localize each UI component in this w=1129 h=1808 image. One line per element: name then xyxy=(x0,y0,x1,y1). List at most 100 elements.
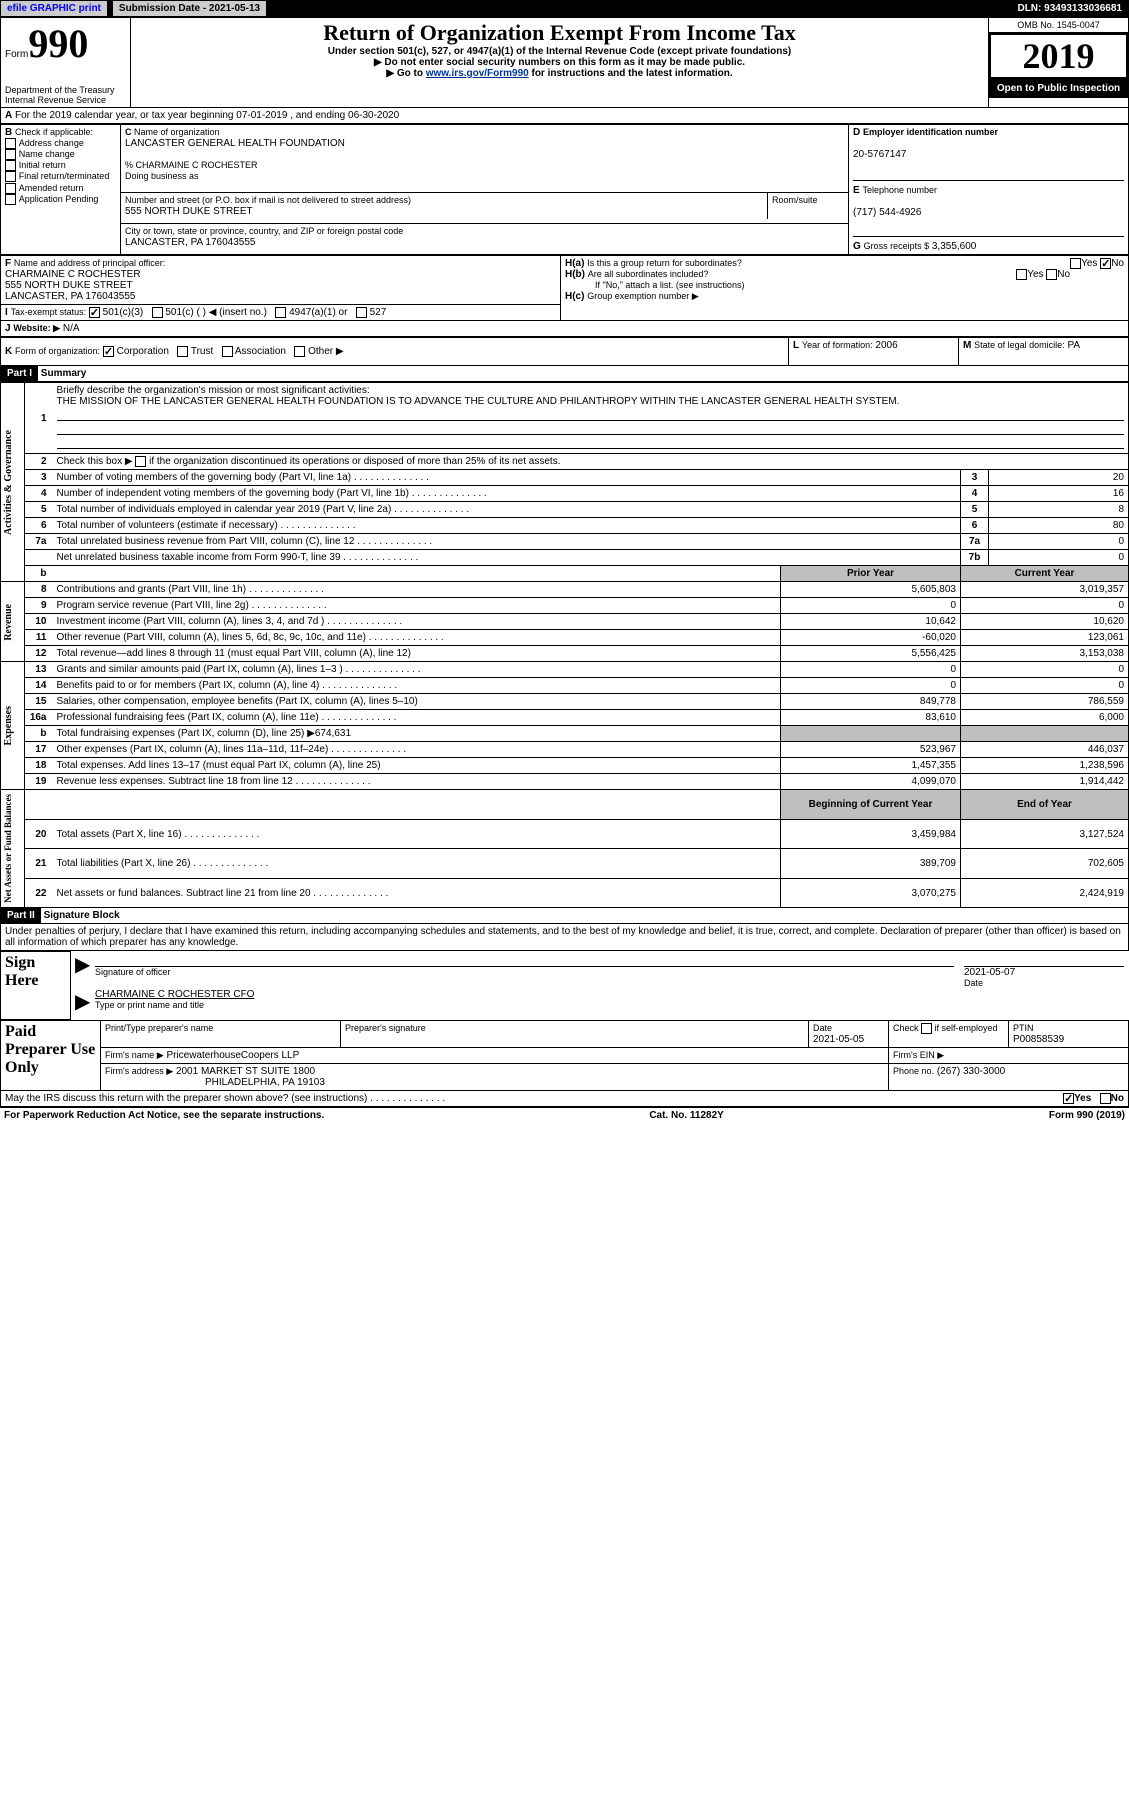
cb-ha-no[interactable] xyxy=(1100,258,1111,269)
ln8-p: 5,605,803 xyxy=(781,582,961,598)
cb-ha-yes[interactable] xyxy=(1070,258,1081,269)
cb-discuss-no[interactable] xyxy=(1100,1093,1111,1104)
ln10-c: 10,620 xyxy=(961,614,1129,630)
ln22-p: 3,070,275 xyxy=(781,878,961,907)
b-opt-4: Amended return xyxy=(19,183,84,193)
ln5-d: Total number of individuals employed in … xyxy=(53,502,961,518)
ln15-p: 849,778 xyxy=(781,694,961,710)
ln12-p: 5,556,425 xyxy=(781,646,961,662)
ln7a-d: Total unrelated business revenue from Pa… xyxy=(53,534,961,550)
na-hdr1: Beginning of Current Year xyxy=(781,790,961,819)
cb-other[interactable] xyxy=(294,346,305,357)
subtitle-1: Under section 501(c), 527, or 4947(a)(1)… xyxy=(135,46,984,57)
ln4-v: 16 xyxy=(989,486,1129,502)
b-opt-3: Final return/terminated xyxy=(19,172,110,182)
ln5-box: 5 xyxy=(961,502,989,518)
cb-final-return[interactable] xyxy=(5,171,16,182)
cb-amended-return[interactable] xyxy=(5,183,16,194)
officer-label: Name and address of principal officer: xyxy=(14,258,165,268)
section-b: B Check if applicable: Address change Na… xyxy=(1,125,121,255)
ln17-n: 17 xyxy=(25,742,53,758)
ln10-n: 10 xyxy=(25,614,53,630)
firm-ein-label: Firm's EIN ▶ xyxy=(893,1050,944,1060)
domicile-value: PA xyxy=(1067,340,1080,351)
part-ii-header: Part II Signature Block xyxy=(0,908,1129,924)
form-link[interactable]: www.irs.gov/Form990 xyxy=(426,68,529,79)
officer-addr1: 555 NORTH DUKE STREET xyxy=(5,280,133,291)
cb-discuss-yes[interactable] xyxy=(1063,1093,1074,1104)
ln22-n: 22 xyxy=(25,878,53,907)
sign-here-label: Sign Here xyxy=(1,952,71,1020)
cb-application-pending[interactable] xyxy=(5,194,16,205)
omb-number: OMB No. 1545-0047 xyxy=(989,18,1128,33)
cb-name-change[interactable] xyxy=(5,149,16,160)
ln7b-d: Net unrelated business taxable income fr… xyxy=(53,550,961,566)
ln22-d: Net assets or fund balances. Subtract li… xyxy=(53,878,781,907)
yof-label: Year of formation: xyxy=(802,340,873,350)
ln16a-d: Professional fundraising fees (Part IX, … xyxy=(53,710,781,726)
officer-sig-name: CHARMAINE C ROCHESTER CFO xyxy=(95,989,254,1000)
b-opt-0: Address change xyxy=(19,138,84,148)
cb-527[interactable] xyxy=(356,307,367,318)
b-opt-1: Name change xyxy=(19,149,75,159)
dln: DLN: 93493133036681 xyxy=(1011,1,1128,16)
website-value: N/A xyxy=(63,323,80,334)
ln8-c: 3,019,357 xyxy=(961,582,1129,598)
cb-trust[interactable] xyxy=(177,346,188,357)
cb-hb-yes[interactable] xyxy=(1016,269,1027,280)
opt-4947: 4947(a)(1) or xyxy=(289,307,347,318)
cb-assoc[interactable] xyxy=(222,346,233,357)
part-i-label: Part I xyxy=(1,366,38,381)
org-city: LANCASTER, PA 176043555 xyxy=(125,237,255,248)
prep-date-label: Date xyxy=(813,1023,832,1033)
ln16b-d: Total fundraising expenses (Part IX, col… xyxy=(53,726,781,742)
cb-hb-no[interactable] xyxy=(1046,269,1057,280)
cb-discontinued[interactable] xyxy=(135,456,146,467)
efile-link[interactable]: efile GRAPHIC print xyxy=(1,1,107,16)
ln9-n: 9 xyxy=(25,598,53,614)
firm-addr-value: 2001 MARKET ST SUITE 1800 xyxy=(176,1066,315,1077)
b-opt-2: Initial return xyxy=(19,160,66,170)
ln16a-p: 83,610 xyxy=(781,710,961,726)
mission-text: THE MISSION OF THE LANCASTER GENERAL HEA… xyxy=(57,396,900,407)
b-opt-5: Application Pending xyxy=(19,194,99,204)
cb-address-change[interactable] xyxy=(5,138,16,149)
revenue-label: Revenue xyxy=(1,600,16,645)
cb-501c[interactable] xyxy=(152,307,163,318)
goto-suffix: for instructions and the latest informat… xyxy=(529,68,733,79)
firm-city-value: PHILADELPHIA, PA 19103 xyxy=(205,1077,325,1088)
room-label: Room/suite xyxy=(772,195,818,205)
ln7b-box: 7b xyxy=(961,550,989,566)
ln12-n: 12 xyxy=(25,646,53,662)
footer-right: Form 990 (2019) xyxy=(1049,1110,1125,1121)
ln14-p: 0 xyxy=(781,678,961,694)
ln21-p: 389,709 xyxy=(781,849,961,878)
domicile-label: State of legal domicile: xyxy=(974,340,1065,350)
ln8-d: Contributions and grants (Part VIII, lin… xyxy=(53,582,781,598)
cb-initial-return[interactable] xyxy=(5,160,16,171)
opt-501c3: 501(c)(3) xyxy=(103,307,144,318)
part-i-header: Part I Summary xyxy=(0,366,1129,382)
ln7a-n: 7a xyxy=(25,534,53,550)
cb-corp[interactable] xyxy=(103,346,114,357)
footer-left: For Paperwork Reduction Act Notice, see … xyxy=(4,1110,324,1121)
top-bar: efile GRAPHIC print Submission Date - 20… xyxy=(0,0,1129,17)
tax-year-range: For the 2019 calendar year, or tax year … xyxy=(15,110,399,121)
b-label: Check if applicable: xyxy=(15,127,93,137)
section-h: H(a) Is this a group return for subordin… xyxy=(561,256,1129,321)
ln7b-v: 0 xyxy=(989,550,1129,566)
cb-4947[interactable] xyxy=(275,307,286,318)
ln6-v: 80 xyxy=(989,518,1129,534)
ln13-p: 0 xyxy=(781,662,961,678)
cb-501c3[interactable] xyxy=(89,307,100,318)
hb-note: If "No," attach a list. (see instruction… xyxy=(595,280,744,290)
cb-self-employed[interactable] xyxy=(921,1023,932,1034)
ln7a-v: 0 xyxy=(989,534,1129,550)
section-f: F Name and address of principal officer:… xyxy=(1,256,561,305)
ln15-n: 15 xyxy=(25,694,53,710)
ha-no-label: No xyxy=(1111,258,1124,269)
discuss-line: May the IRS discuss this return with the… xyxy=(0,1091,1129,1107)
ln7a-box: 7a xyxy=(961,534,989,550)
phone-label: Telephone number xyxy=(862,185,937,195)
line-2: Check this box ▶ if the organization dis… xyxy=(53,454,1129,470)
